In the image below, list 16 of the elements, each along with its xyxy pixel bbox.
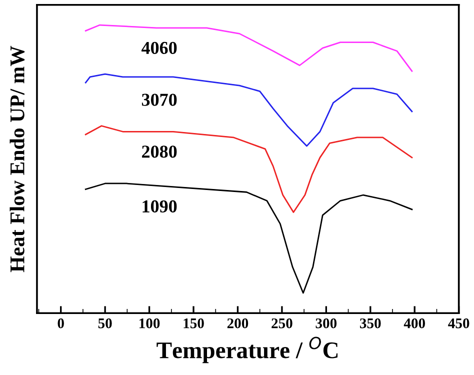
x-tick-label: 200 — [227, 318, 248, 328]
series-label: 2080 — [142, 146, 177, 158]
x-tick-label: 0 — [58, 318, 64, 328]
x-tick-label: 50 — [98, 318, 112, 328]
x-tick-label: 450 — [448, 318, 470, 328]
series-label: 4060 — [142, 42, 177, 54]
x-axis-title: Temperature / $^{O}$C — [156, 336, 338, 364]
x-tick-label: 300 — [316, 318, 337, 328]
y-axis-title: Heat Flow Endo UP/ mW — [10, 46, 25, 272]
x-tick-label: 100 — [140, 318, 160, 328]
x-tick-label: 150 — [184, 318, 204, 328]
x-tick-label: 250 — [272, 318, 292, 328]
x-tick-label: 350 — [360, 318, 381, 328]
series-label: 3070 — [142, 94, 177, 106]
x-tick-label: 400 — [404, 318, 425, 328]
series-label: 1090 — [142, 200, 177, 212]
